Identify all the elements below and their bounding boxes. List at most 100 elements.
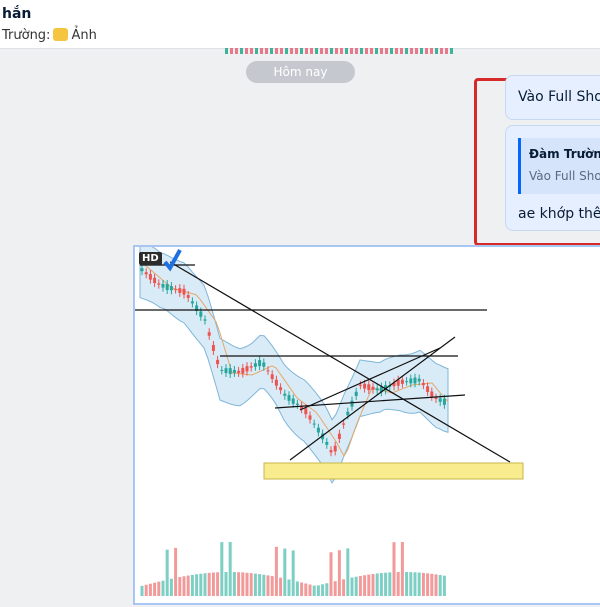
candle (295, 403, 299, 405)
candle (363, 383, 367, 389)
candle (392, 382, 396, 387)
candle (413, 377, 417, 384)
volume-bar (426, 573, 430, 596)
volume-bar (438, 575, 442, 596)
volume-bar (375, 573, 379, 596)
candle (237, 370, 241, 373)
message-bubble[interactable]: Vào Full Shor (505, 75, 600, 120)
volume-bar (195, 574, 199, 596)
candle (178, 288, 182, 293)
strip-candle (325, 48, 328, 54)
candle (358, 384, 362, 386)
volume-bar (148, 583, 152, 596)
volume-bar (384, 572, 388, 596)
volume-bar (203, 573, 207, 596)
volume-bar (228, 542, 232, 596)
strip-candle (230, 48, 233, 54)
volume-bar (165, 549, 169, 596)
volume-bar (300, 582, 304, 596)
chat-header: hắn Trường: Ảnh (0, 0, 600, 49)
previous-image-edge (225, 48, 453, 54)
volume-bar (207, 572, 211, 596)
chart-image[interactable] (133, 240, 600, 605)
candle (199, 311, 203, 317)
candle (312, 423, 316, 425)
candle (224, 368, 228, 373)
strip-candle (290, 48, 293, 54)
candle (203, 319, 207, 321)
candle (375, 388, 379, 391)
strip-candle (275, 48, 278, 54)
trend-line (274, 394, 466, 409)
volume-bar (295, 581, 299, 596)
candle (274, 379, 278, 386)
volume-bar (249, 573, 253, 596)
strip-candle (425, 48, 428, 54)
volume-bar (186, 575, 190, 596)
strip-candle (260, 48, 263, 54)
strip-candle (410, 48, 413, 54)
volume-bar (190, 574, 194, 596)
strip-candle (235, 48, 238, 54)
volume-bar (316, 585, 320, 596)
support-zone (263, 462, 524, 480)
volume-bar (379, 573, 383, 596)
volume-bar (199, 573, 203, 596)
volume-bar (178, 577, 182, 596)
candle (409, 378, 413, 384)
strip-candle (305, 48, 308, 54)
strip-candle (380, 48, 383, 54)
volume-bar (354, 576, 358, 596)
volume-bar (266, 575, 270, 596)
candle (232, 369, 236, 373)
volume-bar (337, 550, 341, 596)
volume-bar (157, 581, 161, 596)
candle (283, 393, 287, 396)
candle (287, 395, 291, 401)
reply-bubble[interactable]: Đàm Trường Vào Full Shor ae khớp thêm (505, 125, 600, 231)
volume-bar (279, 577, 283, 596)
candle (442, 398, 446, 405)
candle (169, 286, 173, 291)
strip-candle (330, 48, 333, 54)
candle (329, 450, 333, 453)
candle (144, 272, 148, 275)
strip-candle (440, 48, 443, 54)
volume-bar (274, 546, 278, 596)
volume-bar (413, 572, 417, 596)
volume-bar (350, 577, 354, 596)
candle (165, 284, 169, 291)
candle (270, 374, 274, 380)
contact-name[interactable]: hắn (2, 6, 32, 22)
volume-bar (329, 552, 333, 596)
strip-candle (350, 48, 353, 54)
candle (426, 386, 430, 392)
moving-average (139, 260, 449, 458)
strip-candle (400, 48, 403, 54)
volume-bar (304, 583, 308, 596)
volume-bar (396, 572, 400, 596)
candle (140, 268, 144, 272)
candle (174, 289, 178, 291)
strip-candle (430, 48, 433, 54)
volume-bar (161, 580, 165, 596)
candle (342, 423, 346, 425)
strip-candle (450, 48, 453, 54)
candle (249, 366, 253, 368)
strip-candle (250, 48, 253, 54)
candle (279, 387, 283, 391)
volume-bar (241, 572, 245, 596)
candle (258, 360, 262, 367)
quoted-message[interactable]: Đàm Trường Vào Full Shor (518, 138, 600, 194)
volume-bar (388, 572, 392, 596)
strip-candle (375, 48, 378, 54)
volume-bar (237, 572, 241, 596)
candle (216, 359, 220, 365)
trend-line (169, 261, 511, 463)
volume-bar (153, 582, 157, 596)
volume-bar (312, 585, 316, 596)
strip-candle (335, 48, 338, 54)
strip-candle (310, 48, 313, 54)
volume-bar (409, 572, 413, 596)
preview-prefix: Trường: (2, 28, 51, 43)
